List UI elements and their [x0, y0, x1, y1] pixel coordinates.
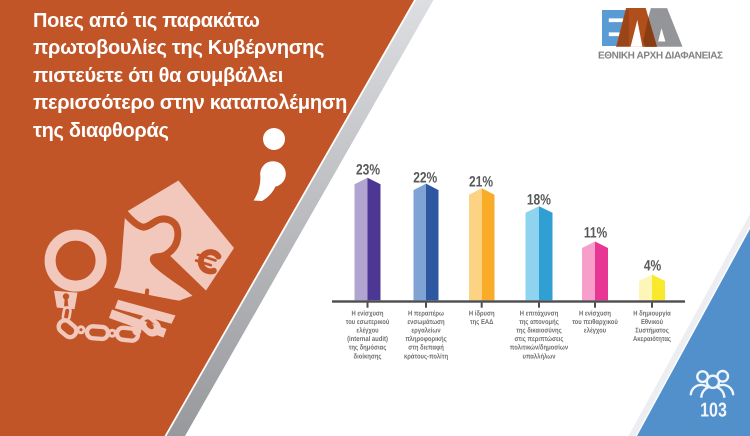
svg-text:υπαλλήλων: υπαλλήλων	[523, 352, 556, 360]
svg-text:του εσωτερικού: του εσωτερικού	[346, 318, 390, 326]
svg-text:21%: 21%	[469, 174, 493, 191]
svg-text:πληροφορικής: πληροφορικής	[405, 335, 447, 343]
svg-text:κράτους-πολίτη: κράτους-πολίτη	[404, 352, 448, 360]
svg-text:Η ενίσχυση: Η ενίσχυση	[579, 309, 611, 317]
svg-text:της δικαιοσύνης: της δικαιοσύνης	[516, 327, 562, 335]
svg-text:ενσωμάτωση: ενσωμάτωση	[407, 318, 444, 326]
svg-text:Η ίδρυση: Η ίδρυση	[469, 309, 495, 317]
svg-text:22%: 22%	[413, 170, 437, 187]
svg-text:ελέγχου: ελέγχου	[356, 327, 378, 335]
svg-text:διοίκησης: διοίκησης	[354, 352, 382, 360]
svg-text:11%: 11%	[584, 225, 607, 242]
svg-text:Η δημιουργία: Η δημιουργία	[633, 309, 671, 317]
svg-text:18%: 18%	[527, 192, 551, 209]
svg-text:4%: 4%	[644, 258, 661, 275]
svg-text:Η περαιτέρω: Η περαιτέρω	[408, 309, 444, 317]
svg-text:της απονομής: της απονομής	[519, 318, 559, 326]
svg-text:Συστήματος: Συστήματος	[635, 327, 669, 335]
svg-text:πολιτικών/δημοσίων: πολιτικών/δημοσίων	[510, 344, 568, 352]
svg-text:ελέγχου: ελέγχου	[584, 327, 606, 335]
svg-text:Ακεραιότητας: Ακεραιότητας	[633, 335, 671, 343]
svg-text:23%: 23%	[356, 162, 380, 179]
svg-text:της ΕΑΔ: της ΕΑΔ	[470, 319, 493, 326]
svg-text:(internal audit): (internal audit)	[347, 335, 388, 343]
svg-text:στις περιπτώσεις: στις περιπτώσεις	[515, 335, 564, 343]
svg-text:του πειθαρχικού: του πειθαρχικού	[572, 318, 618, 326]
svg-text:Η ενίσχυση: Η ενίσχυση	[351, 309, 383, 317]
svg-text:103: 103	[700, 400, 727, 422]
svg-text:της δημόσιας: της δημόσιας	[349, 344, 387, 352]
svg-text:στη διεπαφή: στη διεπαφή	[408, 344, 444, 352]
svg-text:ΕΘΝΙΚΗ ΑΡΧΗ ΔΙΑΦΑΝΕΙΑΣ: ΕΘΝΙΚΗ ΑΡΧΗ ΔΙΑΦΑΝΕΙΑΣ	[598, 51, 723, 62]
svg-text:εργαλείων: εργαλείων	[411, 327, 440, 335]
svg-text:Εθνικού: Εθνικού	[641, 318, 663, 326]
svg-text:Η επιτάχυνση: Η επιτάχυνση	[520, 309, 559, 317]
